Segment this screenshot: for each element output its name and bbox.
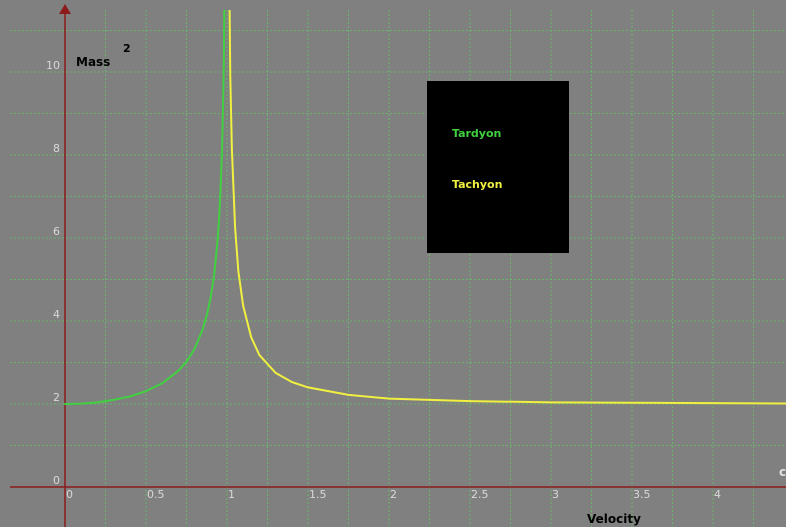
legend-item-tardyon: Tardyon <box>452 127 501 140</box>
y-axis-arrow <box>59 4 71 14</box>
y-axis-title: Mass <box>76 55 110 69</box>
x-tick-label: 1 <box>228 488 235 501</box>
y-tick-label: 8 <box>53 142 60 155</box>
x-tick-label: 2 <box>390 488 397 501</box>
y-tick-label: 0 <box>53 474 60 487</box>
y-tick-label: 10 <box>46 59 60 72</box>
grid <box>10 10 786 527</box>
y-tick-label: 2 <box>53 391 60 404</box>
x-tick-label: 0 <box>66 488 73 501</box>
x-axis-title: Velocity <box>587 512 641 526</box>
x-tick-label: 3.5 <box>633 488 651 501</box>
legend-box <box>427 81 569 253</box>
x-tick-label: 0.5 <box>147 488 165 501</box>
x-tick-label: 2.5 <box>471 488 489 501</box>
tick-labels: 0 0.5 1 1.5 2 2.5 3 3.5 4 0 2 4 6 8 10 <box>46 59 721 501</box>
y-tick-label: 6 <box>53 225 60 238</box>
legend-item-tachyon: Tachyon <box>452 178 502 191</box>
x-tick-label: 4 <box>714 488 721 501</box>
legend: Tardyon Tachyon <box>427 81 569 253</box>
series-line-tachyon <box>228 10 786 405</box>
series-lines <box>64 10 786 405</box>
y-axis-title-superscript: 2 <box>123 42 131 55</box>
series-line-tardyon <box>64 10 226 405</box>
x-tick-label: 3 <box>552 488 559 501</box>
x-axis-end-label: c <box>779 465 786 479</box>
x-tick-label: 1.5 <box>309 488 327 501</box>
y-tick-label: 4 <box>53 308 60 321</box>
axes <box>10 4 786 527</box>
